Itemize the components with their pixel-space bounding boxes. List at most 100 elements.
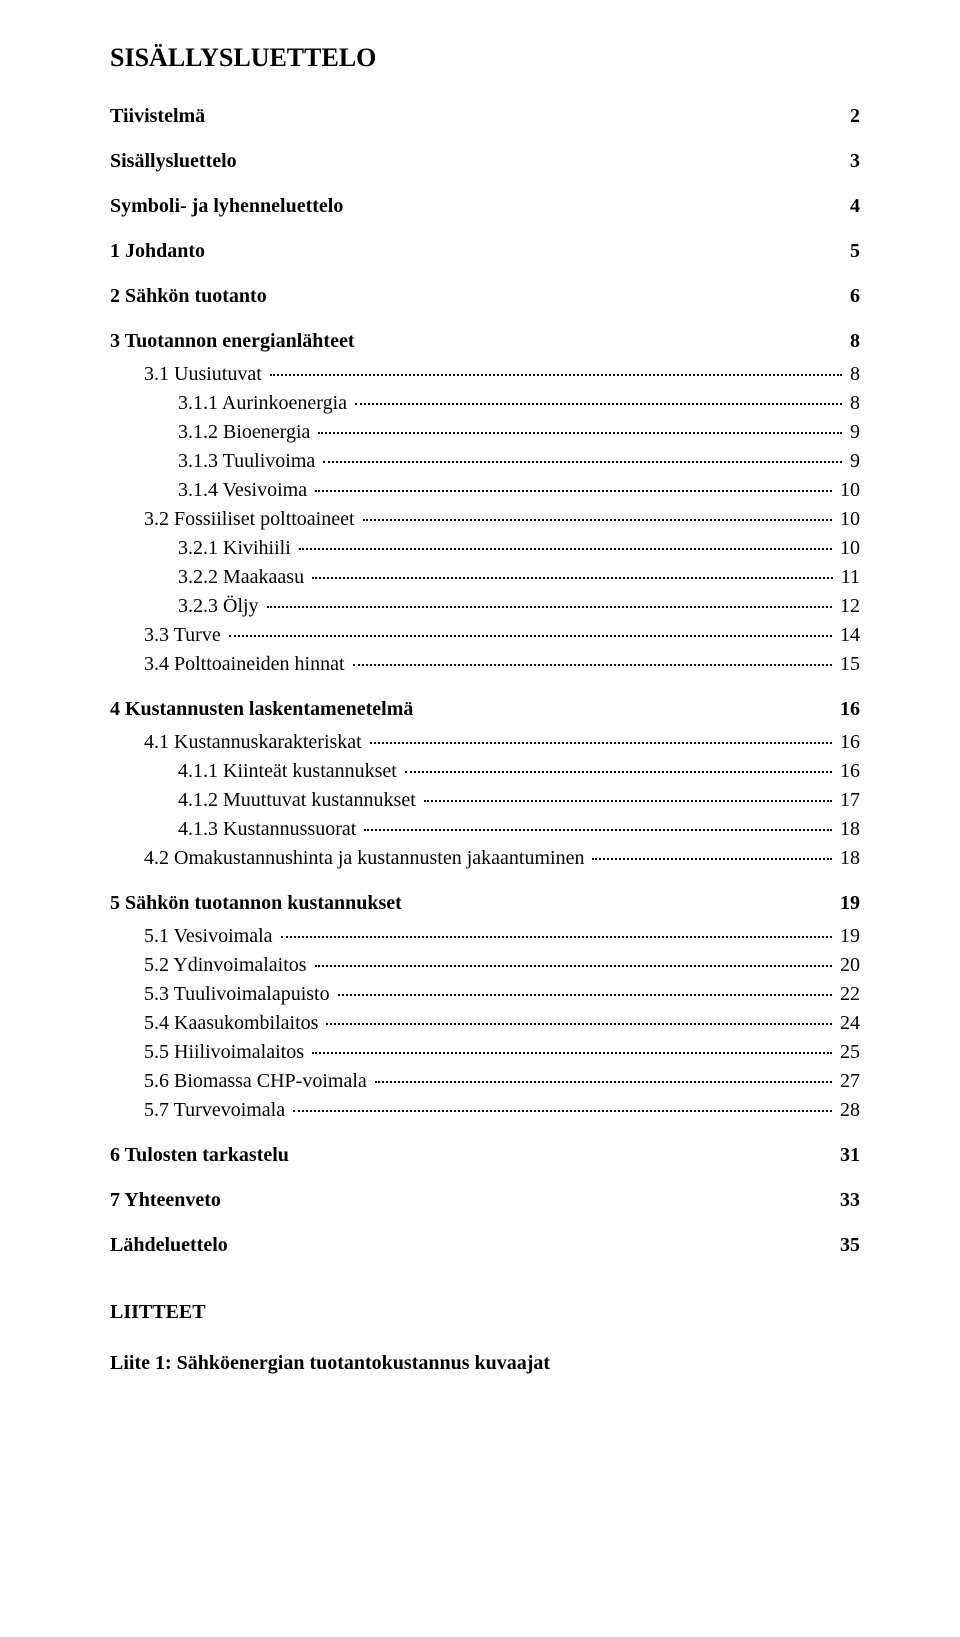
heading-label: 4 Kustannusten laskentamenetelmä [110,696,413,723]
toc-label: 3.3 Turve [110,622,225,649]
toc-entry: 3.1.4 Vesivoima 10 [110,477,860,504]
heading-2: 2 Sähkön tuotanto 6 [110,283,860,310]
heading-page: 5 [850,238,860,265]
toc-label: 5.7 Turvevoimala [110,1097,289,1124]
toc-leader [293,1110,832,1112]
toc-page: 24 [836,1010,860,1037]
toc-page: 25 [836,1039,860,1066]
toc-page: 18 [836,816,860,843]
heading-page: 16 [840,696,860,723]
heading-symboli: Symboli- ja lyhenneluettelo 4 [110,193,860,220]
heading-label: Sisällysluettelo [110,148,237,175]
toc-page: 17 [836,787,860,814]
heading-label: 1 Johdanto [110,238,205,265]
appendix-title: LIITTEET [110,1299,860,1326]
toc-leader [592,858,832,860]
toc-label: 4.1 Kustannuskarakteriskat [110,729,366,756]
toc-entry: 5.2 Ydinvoimalaitos 20 [110,952,860,979]
toc-entry: 3.2.2 Maakaasu 11 [110,564,860,591]
toc-label: 5.3 Tuulivoimalapuisto [110,981,334,1008]
heading-page: 35 [840,1232,860,1259]
toc-page: 19 [836,923,860,950]
toc-label: 3.2.1 Kivihiili [110,535,295,562]
appendix-item: Liite 1: Sähköenergian tuotantokustannus… [110,1350,860,1377]
toc-label: 5.6 Biomassa CHP-voimala [110,1068,371,1095]
toc-entry: 3.1.1 Aurinkoenergia 8 [110,390,860,417]
toc-page: 20 [836,952,860,979]
toc-page: 9 [846,448,860,475]
heading-label: Symboli- ja lyhenneluettelo [110,193,343,220]
toc-label: 3.1 Uusiutuvat [110,361,266,388]
toc-leader [323,461,842,463]
toc-leader [267,606,832,608]
toc-page: 12 [836,593,860,620]
heading-label: 2 Sähkön tuotanto [110,283,267,310]
toc-label: 3.2.3 Öljy [110,593,263,620]
toc-leader [405,771,832,773]
heading-label: 3 Tuotannon energianlähteet [110,328,354,355]
toc-page: 10 [836,535,860,562]
heading-4: 4 Kustannusten laskentamenetelmä 16 [110,696,860,723]
toc-page: 18 [836,845,860,872]
heading-7: 7 Yhteenveto 33 [110,1187,860,1214]
heading-tiivistelma: Tiivistelmä 2 [110,103,860,130]
toc-page: 22 [836,981,860,1008]
heading-6: 6 Tulosten tarkastelu 31 [110,1142,860,1169]
toc-leader [353,664,832,666]
toc-label: 3.2.2 Maakaasu [110,564,308,591]
toc-label: 4.2 Omakustannushinta ja kustannusten ja… [110,845,588,872]
toc-label: 4.1.3 Kustannussuorat [110,816,360,843]
toc-entry: 5.1 Vesivoimala 19 [110,923,860,950]
toc-leader [315,490,832,492]
toc-leader [229,635,832,637]
heading-page: 8 [850,328,860,355]
toc-leader [315,965,832,967]
toc-label: 5.5 Hiilivoimalaitos [110,1039,308,1066]
heading-page: 2 [850,103,860,130]
toc-entry: 4.1.2 Muuttuvat kustannukset 17 [110,787,860,814]
toc-page: SISÄLLYSLUETTELO Tiivistelmä 2 Sisällysl… [0,0,960,1437]
toc-page: 14 [836,622,860,649]
heading-page: 19 [840,890,860,917]
toc-page: 11 [837,564,860,591]
heading-page: 6 [850,283,860,310]
toc-label: 5.4 Kaasukombilaitos [110,1010,322,1037]
toc-label: 3.1.1 Aurinkoenergia [110,390,351,417]
toc-leader [312,1052,832,1054]
heading-page: 4 [850,193,860,220]
toc-label: 3.4 Polttoaineiden hinnat [110,651,349,678]
heading-5: 5 Sähkön tuotannon kustannukset 19 [110,890,860,917]
heading-page: 31 [840,1142,860,1169]
toc-label: 5.2 Ydinvoimalaitos [110,952,311,979]
heading-label: Tiivistelmä [110,103,205,130]
toc-leader [326,1023,832,1025]
heading-label: 5 Sähkön tuotannon kustannukset [110,890,402,917]
toc-entry: 5.6 Biomassa CHP-voimala 27 [110,1068,860,1095]
toc-leader [370,742,832,744]
heading-3: 3 Tuotannon energianlähteet 8 [110,328,860,355]
toc-label: 4.1.1 Kiinteät kustannukset [110,758,401,785]
heading-sisallysluettelo: Sisällysluettelo 3 [110,148,860,175]
toc-label: 3.1.4 Vesivoima [110,477,311,504]
toc-label: 3.2 Fossiiliset polttoaineet [110,506,359,533]
toc-page: 10 [836,506,860,533]
toc-entry: 3.1.2 Bioenergia 9 [110,419,860,446]
toc-page: 10 [836,477,860,504]
toc-entry: 3.1 Uusiutuvat 8 [110,361,860,388]
toc-entry: 5.7 Turvevoimala 28 [110,1097,860,1124]
toc-entry: 5.5 Hiilivoimalaitos 25 [110,1039,860,1066]
toc-entry: 3.4 Polttoaineiden hinnat 15 [110,651,860,678]
toc-entry: 4.1.3 Kustannussuorat 18 [110,816,860,843]
toc-label: 5.1 Vesivoimala [110,923,277,950]
toc-label: 3.1.2 Bioenergia [110,419,314,446]
toc-leader [312,577,833,579]
toc-label: 3.1.3 Tuulivoima [110,448,319,475]
toc-entry: 4.2 Omakustannushinta ja kustannusten ja… [110,845,860,872]
toc-entry: 3.1.3 Tuulivoima 9 [110,448,860,475]
toc-page: 27 [836,1068,860,1095]
toc-page: 16 [836,758,860,785]
heading-lahdeluettelo: Lähdeluettelo 35 [110,1232,860,1259]
toc-entry: 4.1.1 Kiinteät kustannukset 16 [110,758,860,785]
toc-entry: 3.3 Turve 14 [110,622,860,649]
toc-leader [281,936,832,938]
